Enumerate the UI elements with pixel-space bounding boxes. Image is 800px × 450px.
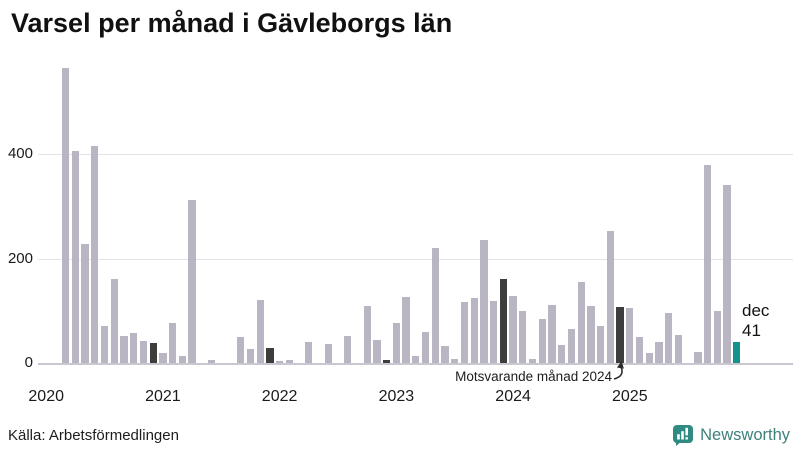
x-axis-year-label-2025: 2025 — [612, 388, 648, 405]
bar-2020-12 — [149, 342, 157, 363]
bar-2022-01 — [275, 361, 284, 363]
bar-2021-12 — [266, 348, 274, 363]
bar-2024-08 — [577, 282, 585, 363]
x-axis-year-label-2021: 2021 — [145, 388, 181, 405]
bar-2024-10 — [596, 326, 605, 363]
bar-2023-10 — [480, 240, 488, 363]
bar-2023-12 — [499, 279, 508, 363]
bar-2023-04 — [421, 331, 430, 363]
annotation-arrow-icon — [613, 361, 624, 380]
bar-2021-02 — [169, 323, 177, 363]
bar-2024-03 — [528, 358, 537, 363]
y-gridline — [38, 258, 793, 260]
bar-2024-12 — [616, 307, 624, 363]
bar-2021-04 — [188, 200, 196, 363]
bar-2023-01 — [392, 322, 401, 363]
bar-2025-04 — [655, 342, 663, 363]
bar-2022-02 — [285, 360, 294, 363]
newsworthy-bubble-chart-icon — [673, 425, 694, 446]
brand-name: Newsworthy — [700, 425, 790, 444]
bar-2020-09 — [120, 335, 128, 363]
y-axis-tick-label: 200 — [7, 249, 33, 267]
y-axis-tick-label: 400 — [7, 145, 33, 162]
bar-2020-11 — [139, 340, 148, 363]
source-text: Källa: Arbetsförmedlingen — [8, 427, 179, 444]
bar-2022-06 — [324, 343, 332, 363]
bar-2021-10 — [246, 349, 255, 363]
bar-2025-05 — [665, 313, 673, 363]
bar-2025-03 — [645, 352, 653, 363]
bar-2020-05 — [81, 243, 89, 363]
bar-2021-06 — [207, 359, 216, 363]
bar-2020-07 — [100, 326, 109, 363]
latest-bar-month: dec — [742, 301, 770, 320]
chart-title: Varsel per månad i Gävleborgs län — [11, 8, 453, 38]
bar-2025-02 — [635, 336, 644, 363]
bar-2024-01 — [509, 296, 517, 363]
y-gridline — [38, 154, 793, 155]
annotation-text: Motsvarande månad 2024 — [455, 369, 612, 384]
bar-2023-09 — [470, 298, 478, 363]
bar-2024-07 — [567, 329, 576, 363]
bar-2020-04 — [71, 151, 80, 363]
bar-2025-11 — [723, 185, 731, 363]
bar-2021-09 — [237, 337, 245, 363]
bar-2024-09 — [587, 306, 595, 363]
bar-2024-02 — [519, 310, 527, 364]
bar-2024-11 — [606, 230, 615, 363]
bar-2023-06 — [441, 345, 449, 363]
bar-2023-03 — [412, 355, 420, 363]
bar-2023-05 — [431, 248, 439, 363]
bar-2022-12 — [382, 359, 391, 363]
bar-2024-05 — [548, 304, 556, 363]
bar-2025-10 — [713, 310, 722, 364]
latest-bar-value: 41 — [742, 321, 761, 340]
bar-2022-04 — [305, 341, 313, 363]
bar-2025-08 — [694, 351, 702, 363]
bar-2024-04 — [538, 318, 546, 363]
latest-bar-label: dec 41 — [742, 301, 769, 341]
bar-2021-03 — [178, 355, 187, 363]
bar-2023-02 — [402, 296, 410, 363]
x-axis-year-label-2024: 2024 — [495, 388, 531, 405]
bar-2025-12 — [733, 341, 741, 363]
bar-2020-10 — [130, 333, 138, 363]
bar-2025-09 — [703, 164, 712, 363]
x-axis-year-label-2022: 2022 — [261, 388, 298, 405]
newsworthy-logo-link[interactable]: Newsworthy — [672, 424, 790, 446]
bar-2020-06 — [91, 146, 99, 363]
x-axis-year-label-2023: 2023 — [378, 388, 415, 405]
bar-2023-07 — [451, 358, 459, 363]
bar-2023-08 — [460, 302, 469, 363]
bar-2022-08 — [344, 336, 352, 363]
bar-2020-03 — [62, 67, 70, 363]
y-axis-tick-label: 0 — [24, 354, 33, 371]
bar-2021-11 — [256, 299, 264, 363]
x-axis-year-label-2020: 2020 — [28, 388, 64, 405]
bar-2025-06 — [674, 334, 683, 363]
bar-2020-08 — [110, 279, 118, 363]
bar-2022-10 — [363, 305, 371, 363]
x-axis-line — [38, 362, 793, 365]
bar-2022-11 — [373, 339, 381, 363]
bar-2023-11 — [489, 301, 498, 363]
bar-2024-06 — [558, 345, 566, 363]
bar-2021-01 — [159, 353, 167, 363]
bar-2025-01 — [626, 308, 634, 363]
